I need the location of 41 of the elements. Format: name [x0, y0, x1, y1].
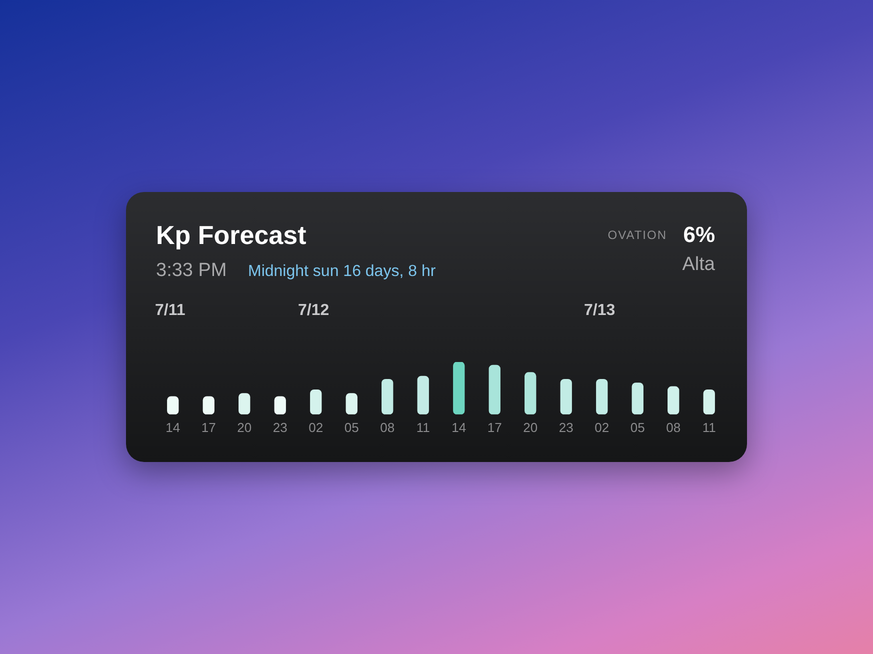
text: 7/12: [298, 302, 330, 320]
x-tick-label: 23: [272, 420, 288, 435]
text: Midnight sun 16 days, 8 hr: [248, 263, 436, 281]
bar: [202, 396, 214, 414]
bar: [596, 378, 608, 414]
bar: [560, 378, 572, 414]
text: 7/11: [155, 302, 186, 320]
bar: [668, 386, 680, 414]
x-tick-label: 17: [201, 420, 216, 435]
bar: [238, 393, 250, 414]
x-tick-label: 05: [344, 420, 359, 435]
bar: [488, 364, 500, 414]
bar: [274, 396, 286, 414]
x-tick-label: 08: [666, 420, 681, 435]
x-tick-label: 14: [452, 420, 466, 435]
bar: [167, 396, 179, 414]
text: Alta: [682, 254, 715, 276]
x-tick-label: 20: [237, 420, 252, 435]
bar: [382, 378, 394, 414]
text: 7/13: [584, 302, 616, 320]
x-tick-label: 11: [702, 420, 716, 435]
chart-title: Kp Forecast: [156, 220, 306, 251]
bar: [417, 376, 429, 414]
bar: [632, 382, 644, 414]
x-tick-label: 11: [416, 420, 430, 435]
text: OVATION: [608, 228, 667, 242]
text: 6%: [683, 222, 715, 248]
x-tick-label: 14: [166, 420, 180, 435]
x-tick-label: 20: [523, 420, 538, 435]
chart-subtitle: 3:33 PM: [156, 260, 227, 282]
bar: [310, 389, 322, 414]
x-tick-label: 05: [630, 420, 645, 435]
x-tick-label: 08: [380, 420, 395, 435]
x-tick-label: 02: [308, 420, 324, 435]
bar: [524, 372, 536, 414]
x-tick-label: 02: [594, 420, 610, 435]
x-tick-label: 23: [558, 420, 574, 435]
bar: [453, 362, 465, 414]
bar: [346, 393, 358, 414]
bar: [703, 389, 715, 414]
x-tick-label: 17: [487, 420, 502, 435]
